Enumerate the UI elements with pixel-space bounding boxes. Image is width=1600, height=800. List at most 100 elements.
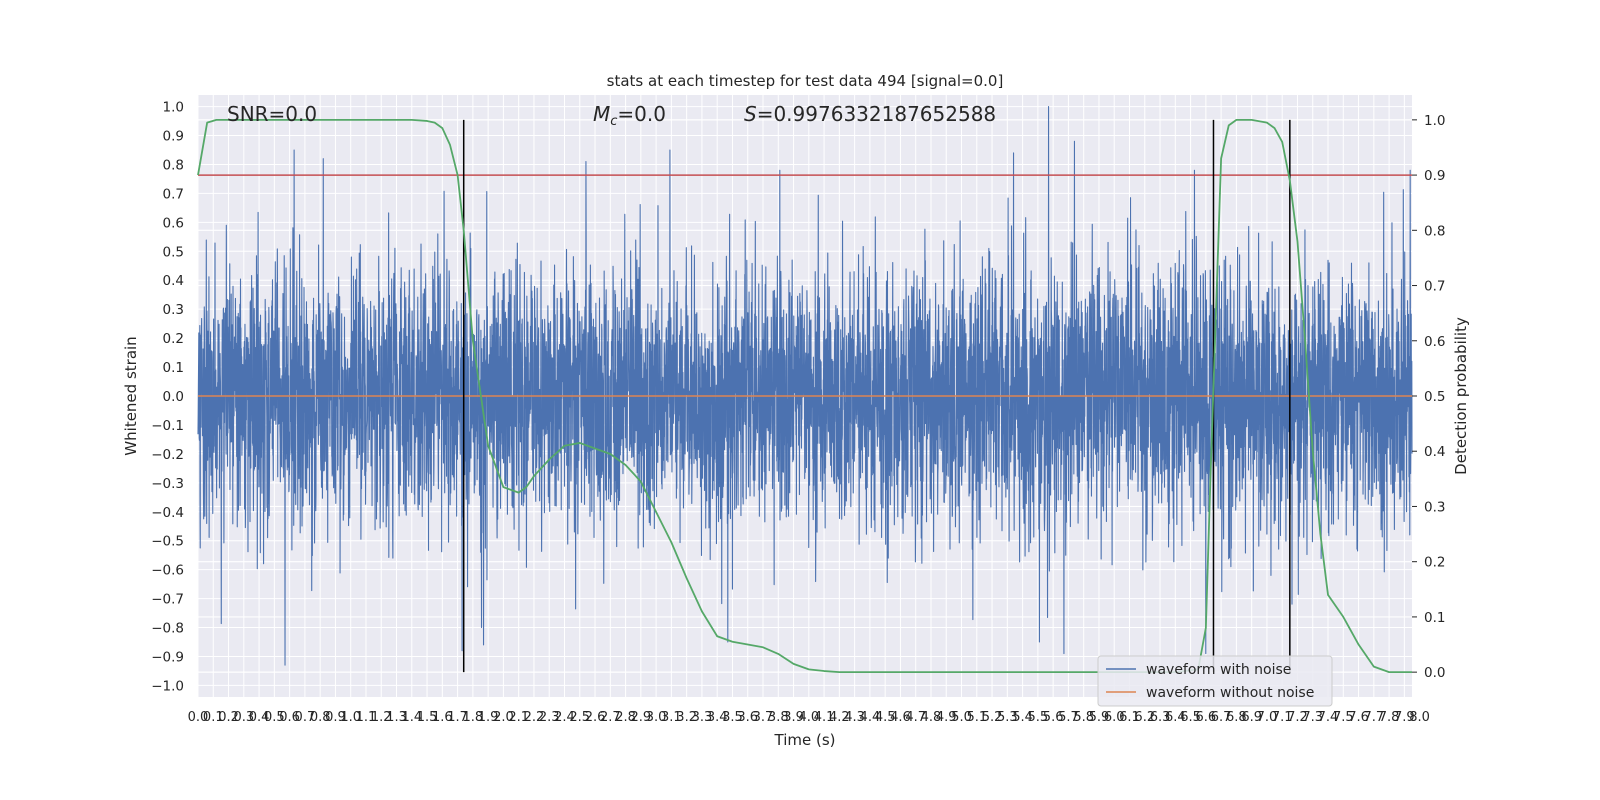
- x-tick-label: 2.1: [508, 710, 529, 725]
- detection-probability-line: [197, 118, 1412, 674]
- s-value: =0.9976332187652588: [757, 102, 996, 126]
- y-tick-label: 0.9: [163, 129, 184, 145]
- y-tick-label: −0.9: [151, 649, 184, 665]
- y-tick-label: 0.6: [163, 215, 184, 231]
- x-tick-label: 3.4: [707, 710, 728, 725]
- x-tick-label: 1.5: [417, 710, 438, 725]
- x-tick-label: 5.3: [997, 710, 1018, 725]
- y-axis-label: Whitened strain: [122, 336, 140, 455]
- y2-tick-label: 0.3: [1424, 499, 1445, 515]
- y2-tick-label: 0.2: [1424, 555, 1445, 571]
- x-tick-label: 0.5: [264, 710, 285, 725]
- x-tick-label: 5.0: [951, 710, 972, 725]
- x-tick-label: 5.8: [1073, 710, 1094, 725]
- mc-symbol: M: [593, 102, 610, 126]
- stat-annotation: S=0.9976332187652588: [744, 102, 996, 126]
- y2-tick-label: 0.6: [1424, 334, 1445, 350]
- chart-title: stats at each timestep for test data 494…: [607, 72, 1004, 90]
- x-tick-label: 0.6: [279, 710, 300, 725]
- y2-tick-label: 0.1: [1424, 610, 1445, 626]
- x-tick-label: 4.4: [860, 710, 881, 725]
- x-tick-label: 5.9: [1089, 710, 1110, 725]
- x-tick-label: 6.2: [1134, 710, 1155, 725]
- y2-tick-label: 0.0: [1424, 665, 1445, 681]
- x-tick-label: 2.6: [585, 710, 606, 725]
- y-tick-label: 0.8: [163, 157, 184, 173]
- x-tick-label: 4.7: [905, 710, 926, 725]
- x-tick-label: 7.4: [1318, 710, 1339, 725]
- overlays: [197, 118, 1412, 674]
- y2-tick-label: 0.9: [1424, 168, 1445, 184]
- y2-tick-label: 1.0: [1424, 113, 1445, 129]
- x-tick-label: 1.9: [478, 710, 499, 725]
- x-tick-label: 3.9: [783, 710, 804, 725]
- x-ticks: 0.00.10.20.30.40.50.60.70.80.91.01.11.21…: [188, 710, 1430, 725]
- y-tick-label: −0.5: [151, 534, 184, 550]
- y2-axis-label: Detection probability: [1452, 317, 1470, 475]
- y-tick-label: −0.3: [151, 476, 184, 492]
- x-tick-label: 2.9: [630, 710, 651, 725]
- x-tick-label: 3.1: [661, 710, 682, 725]
- x-tick-label: 4.6: [890, 710, 911, 725]
- y-tick-label: −0.7: [151, 592, 184, 608]
- y-tick-label: 0.3: [163, 302, 184, 318]
- y-tick-label: 0.5: [163, 244, 184, 260]
- x-tick-label: 0.0: [188, 710, 209, 725]
- x-tick-label: 7.6: [1348, 710, 1369, 725]
- y-tick-label: −0.8: [151, 621, 184, 637]
- chirp-mass-annotation: Mc=0.0: [593, 102, 666, 129]
- noise-series: [197, 106, 1413, 666]
- x-tick-label: 4.1: [814, 710, 835, 725]
- legend-box: [1097, 655, 1333, 707]
- x-tick-label: 3.0: [646, 710, 667, 725]
- x-tick-label: 0.9: [325, 710, 346, 725]
- x-tick-label: 3.7: [753, 710, 774, 725]
- x-tick-label: 3.3: [692, 710, 713, 725]
- x-tick-label: 7.5: [1333, 710, 1354, 725]
- x-tick-label: 0.8: [310, 710, 331, 725]
- x-tick-label: 2.7: [600, 710, 621, 725]
- x-tick-label: 5.7: [1058, 710, 1079, 725]
- y-tick-label: −0.1: [151, 418, 184, 434]
- x-tick-label: 1.1: [356, 710, 377, 725]
- x-tick-label: 1.0: [340, 710, 361, 725]
- x-tick-label: 0.4: [249, 710, 270, 725]
- x-tick-label: 1.4: [401, 710, 422, 725]
- snr-annotation: SNR=0.0: [227, 102, 317, 126]
- s-symbol: S: [744, 102, 757, 126]
- x-tick-label: 7.9: [1394, 710, 1415, 725]
- y2-tick-label: 0.8: [1424, 223, 1445, 239]
- x-tick-label: 0.2: [218, 710, 239, 725]
- x-tick-label: 6.5: [1180, 710, 1201, 725]
- y2-tick-label: 0.4: [1424, 444, 1445, 460]
- x-tick-label: 3.5: [722, 710, 743, 725]
- x-tick-label: 5.1: [966, 710, 987, 725]
- legend: waveform with noise waveform without noi…: [1097, 655, 1333, 707]
- x-tick-label: 6.7: [1211, 710, 1232, 725]
- y-tick-label: 0.2: [163, 331, 184, 347]
- x-tick-label: 5.6: [1043, 710, 1064, 725]
- y-tick-label: 0.7: [163, 186, 184, 202]
- x-tick-label: 5.2: [982, 710, 1003, 725]
- y-tick-label: 0.1: [163, 360, 184, 376]
- x-tick-label: 2.0: [493, 710, 514, 725]
- x-tick-label: 6.9: [1241, 710, 1262, 725]
- x-tick-label: 5.5: [1028, 710, 1049, 725]
- left-y-ticks: 1.0 0.9 0.8 0.7 0.6 0.5 0.4 0.3 0.2 0.1 0.0 −0.1 −0.…: [151, 100, 184, 695]
- x-tick-label: 6.8: [1226, 710, 1247, 725]
- x-tick-label: 7.2: [1287, 710, 1308, 725]
- x-tick-label: 1.7: [447, 710, 468, 725]
- mc-subscript: c: [610, 114, 617, 129]
- x-tick-label: 3.2: [676, 710, 697, 725]
- waveform-with-noise-line: [197, 106, 1413, 666]
- y-tick-label: 0.0: [163, 389, 184, 405]
- x-tick-label: 7.8: [1379, 710, 1400, 725]
- y-tick-label: −0.2: [151, 447, 184, 463]
- x-tick-label: 6.0: [1104, 710, 1125, 725]
- legend-label-noise: waveform with noise: [1146, 662, 1291, 678]
- x-tick-label: 6.1: [1119, 710, 1140, 725]
- mc-value: =0.0: [617, 102, 666, 126]
- x-tick-label: 2.4: [554, 710, 575, 725]
- x-tick-label: 1.8: [463, 710, 484, 725]
- x-tick-label: 4.0: [798, 710, 819, 725]
